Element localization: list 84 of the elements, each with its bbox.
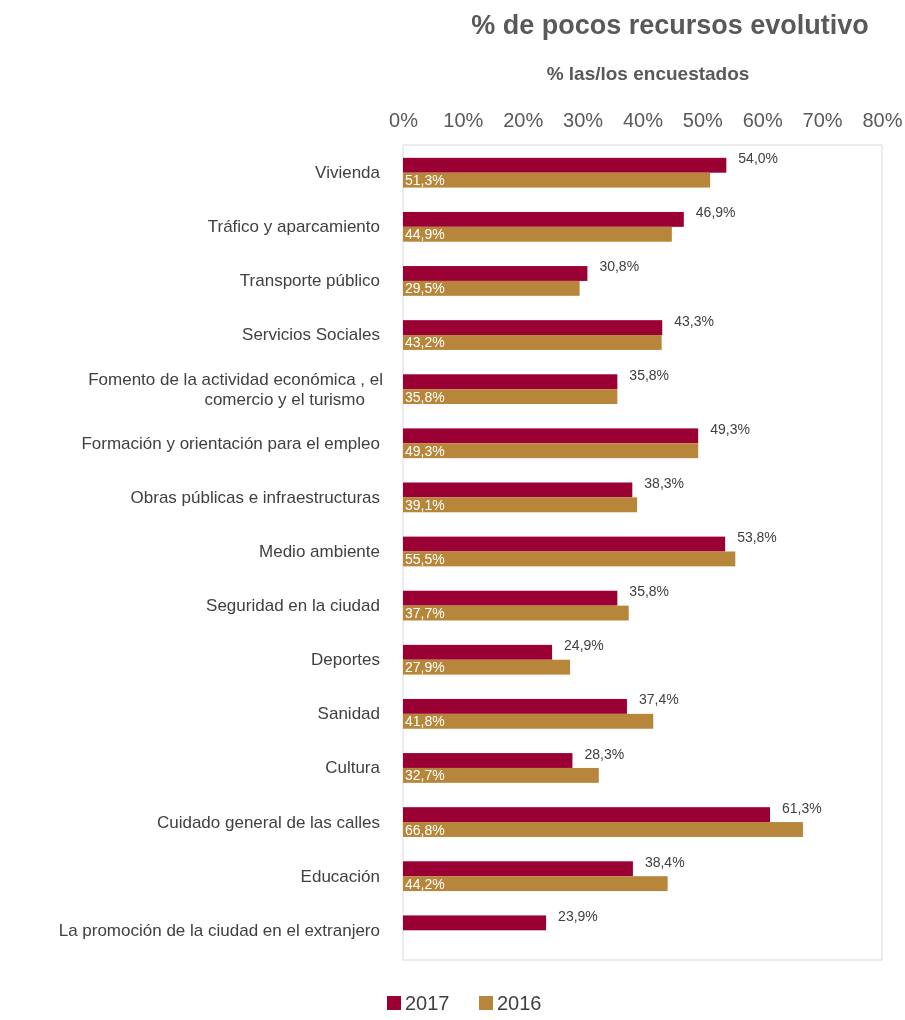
- data-label: 29,5%: [405, 280, 445, 297]
- bar: [403, 172, 711, 188]
- data-label: 35,8%: [629, 366, 670, 383]
- bar: [403, 374, 618, 390]
- bar: [403, 389, 618, 405]
- data-label: 28,3%: [584, 745, 625, 762]
- y-tick-label: Deportes: [311, 650, 380, 670]
- bar: [403, 659, 571, 675]
- bar: [403, 644, 553, 660]
- x-tick-label: 0%: [389, 109, 419, 131]
- bar: [403, 822, 803, 837]
- data-label: 61,3%: [782, 799, 822, 816]
- bar: [403, 590, 618, 606]
- data-label: 41,8%: [405, 713, 445, 730]
- y-tick-label: Formación y orientación para el empleo: [81, 433, 380, 453]
- x-tick-label: 40%: [622, 109, 664, 131]
- data-label: 55,5%: [405, 550, 445, 567]
- data-label: 43,3%: [674, 312, 714, 329]
- data-label: 53,8%: [737, 529, 777, 546]
- data-label: 23,9%: [558, 907, 598, 924]
- data-label: 49,3%: [710, 420, 750, 437]
- x-tick-label: 10%: [443, 109, 484, 131]
- legend-label: 2016: [497, 992, 542, 1014]
- bar: [403, 915, 547, 931]
- bar: [403, 536, 726, 552]
- data-label: 43,2%: [405, 334, 445, 351]
- x-tick-label: 20%: [503, 109, 544, 131]
- bar: [403, 335, 662, 350]
- bar: [403, 767, 599, 783]
- y-tick-label: Educación: [300, 866, 380, 886]
- data-label: 39,1%: [405, 496, 445, 513]
- x-tick-label: 30%: [563, 109, 604, 131]
- bar: [403, 876, 668, 892]
- bar: [403, 428, 699, 444]
- chart-subtitle: % las/los encuestados: [546, 63, 750, 84]
- bar: [403, 157, 727, 173]
- data-label: 49,3%: [405, 442, 445, 459]
- data-label: 38,4%: [644, 853, 685, 870]
- y-tick-label: Medio ambiente: [259, 541, 380, 561]
- data-label: 32,7%: [405, 767, 445, 784]
- bar: [403, 211, 684, 227]
- y-tick-label: Vivienda: [315, 163, 381, 183]
- bar: [403, 226, 672, 242]
- y-tick-label: Cultura: [325, 758, 381, 778]
- data-label: 37,7%: [405, 605, 445, 622]
- data-label: 66,8%: [405, 821, 445, 838]
- bar: [403, 698, 627, 714]
- data-label: 35,8%: [405, 388, 445, 405]
- x-tick-label: 60%: [742, 109, 783, 131]
- y-tick-label: Tráfico y aparcamiento: [207, 217, 380, 237]
- data-label: 38,3%: [644, 474, 685, 491]
- x-tick-label: 80%: [862, 109, 903, 131]
- data-label: 24,9%: [564, 637, 604, 654]
- data-label: 46,9%: [695, 204, 736, 221]
- data-label: 30,8%: [599, 258, 640, 275]
- y-tick-label: Servicios Sociales: [242, 325, 380, 345]
- x-tick-label: 50%: [682, 109, 724, 131]
- bar: [403, 320, 663, 336]
- bar: [403, 713, 654, 729]
- data-label: 35,8%: [629, 583, 670, 600]
- chart-title: % de pocos recursos evolutivo: [471, 10, 869, 40]
- y-tick-label: La promoción de la ciudad en el extranjero: [58, 920, 380, 940]
- legend-label: 2017: [405, 992, 450, 1014]
- data-label: 27,9%: [405, 659, 445, 676]
- bar: [403, 861, 633, 877]
- data-label: 51,3%: [405, 172, 445, 189]
- y-tick-label: Cuidado general de las calles: [156, 812, 380, 832]
- y-tick-label: Obras públicas e infraestructuras: [130, 487, 380, 507]
- bar: [403, 497, 638, 513]
- bar: [403, 753, 573, 768]
- data-label: 44,9%: [405, 226, 445, 243]
- bar: [403, 807, 771, 823]
- data-label: 37,4%: [638, 691, 679, 708]
- bar: [403, 482, 633, 498]
- bar: [403, 266, 588, 281]
- y-tick-label: Transporte público: [239, 271, 380, 291]
- data-label: 44,2%: [405, 875, 445, 892]
- y-tick-label: Fomento de la actividad económica , el comercio y el turismo: [88, 369, 383, 410]
- x-tick-label: 70%: [802, 109, 843, 131]
- data-label: 54,0%: [738, 150, 779, 167]
- y-tick-label: Sanidad: [317, 704, 380, 724]
- bar: [403, 280, 580, 296]
- y-tick-label: Seguridad en la ciudad: [206, 596, 380, 616]
- bar: [403, 443, 699, 459]
